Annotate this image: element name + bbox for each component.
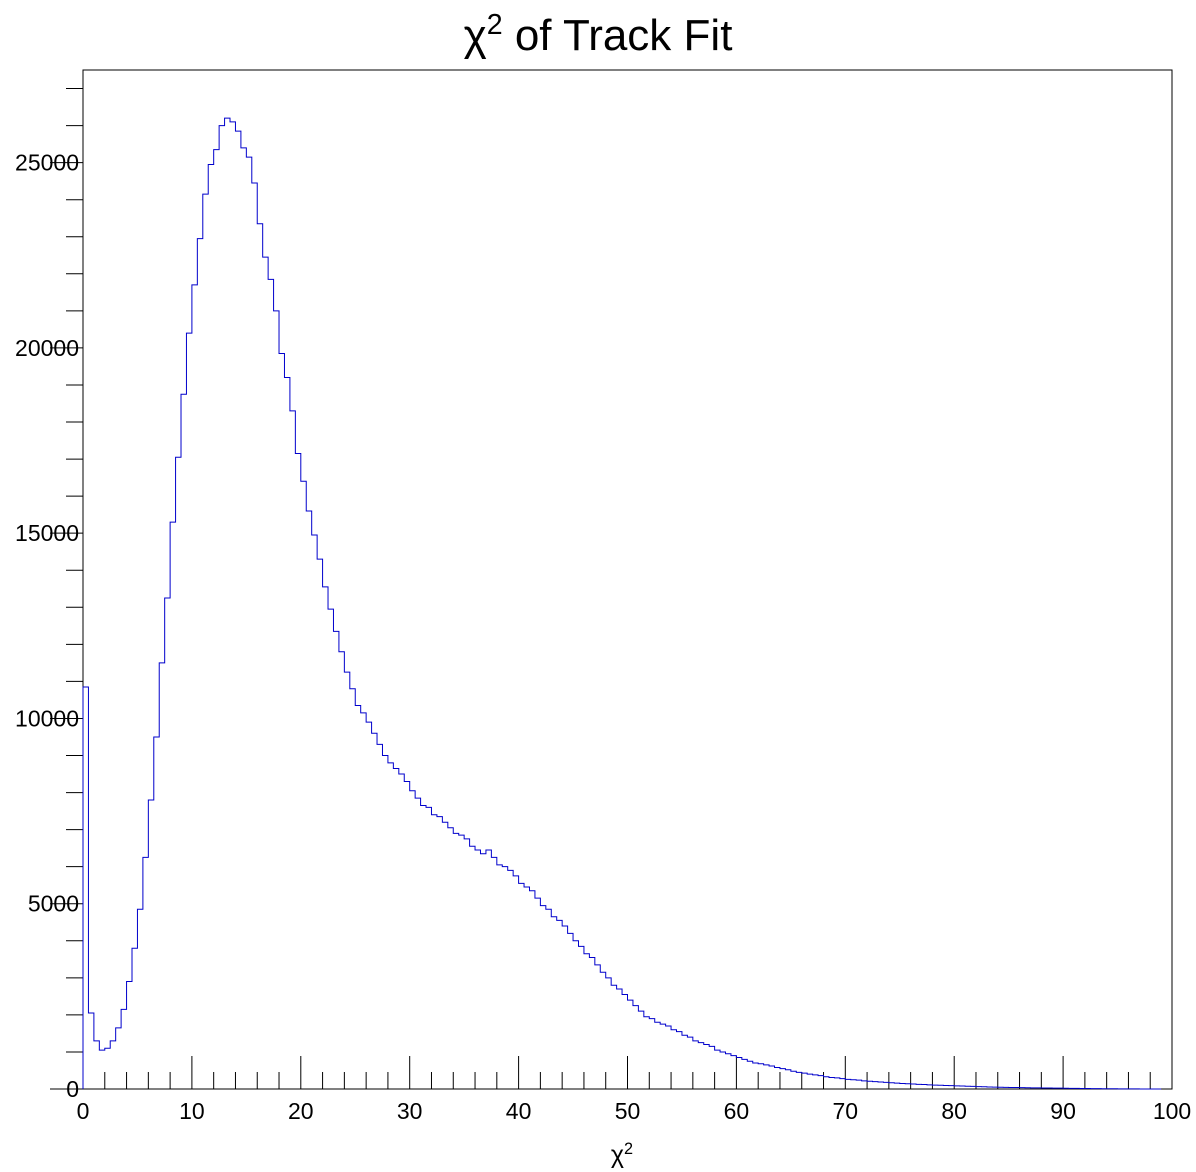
chart-title-rest: of Track Fit [503,11,733,60]
x-tick-label: 70 [833,1098,859,1124]
y-axis-ticks [50,88,83,1090]
x-axis-label-superscript: 2 [624,1140,633,1158]
y-tick-label: 5000 [28,891,79,917]
x-tick-label: 20 [288,1098,314,1124]
x-axis-label: χ2 [611,1140,633,1169]
x-tick-label: 80 [941,1098,967,1124]
chart-title-superscript: 2 [487,9,503,41]
y-axis-tick-labels: 0 5000 10000 15000 20000 25000 [15,150,79,1102]
y-tick-label: 25000 [15,150,79,176]
chart-title: χ2 of Track Fit [464,9,733,60]
y-tick-label: 10000 [15,705,79,731]
x-tick-label: 60 [724,1098,750,1124]
x-axis-ticks [82,1056,1173,1089]
x-tick-label: 50 [615,1098,641,1124]
x-tick-label: 0 [77,1098,90,1124]
x-axis-tick-labels: 0 10 20 30 40 50 60 70 80 90 100 [77,1098,1192,1124]
x-tick-label: 90 [1050,1098,1076,1124]
x-tick-label: 40 [506,1098,532,1124]
y-tick-label: 0 [66,1076,79,1102]
x-axis-label-chi: χ [611,1141,624,1169]
histogram-series-line [82,117,1162,1090]
y-tick-label: 20000 [15,335,79,361]
chart-title-chi: χ [464,11,487,60]
y-tick-label: 15000 [15,520,79,546]
x-tick-label: 10 [179,1098,205,1124]
x-tick-label: 100 [1153,1098,1191,1124]
x-tick-label: 30 [397,1098,423,1124]
plot-frame [82,69,1173,1090]
